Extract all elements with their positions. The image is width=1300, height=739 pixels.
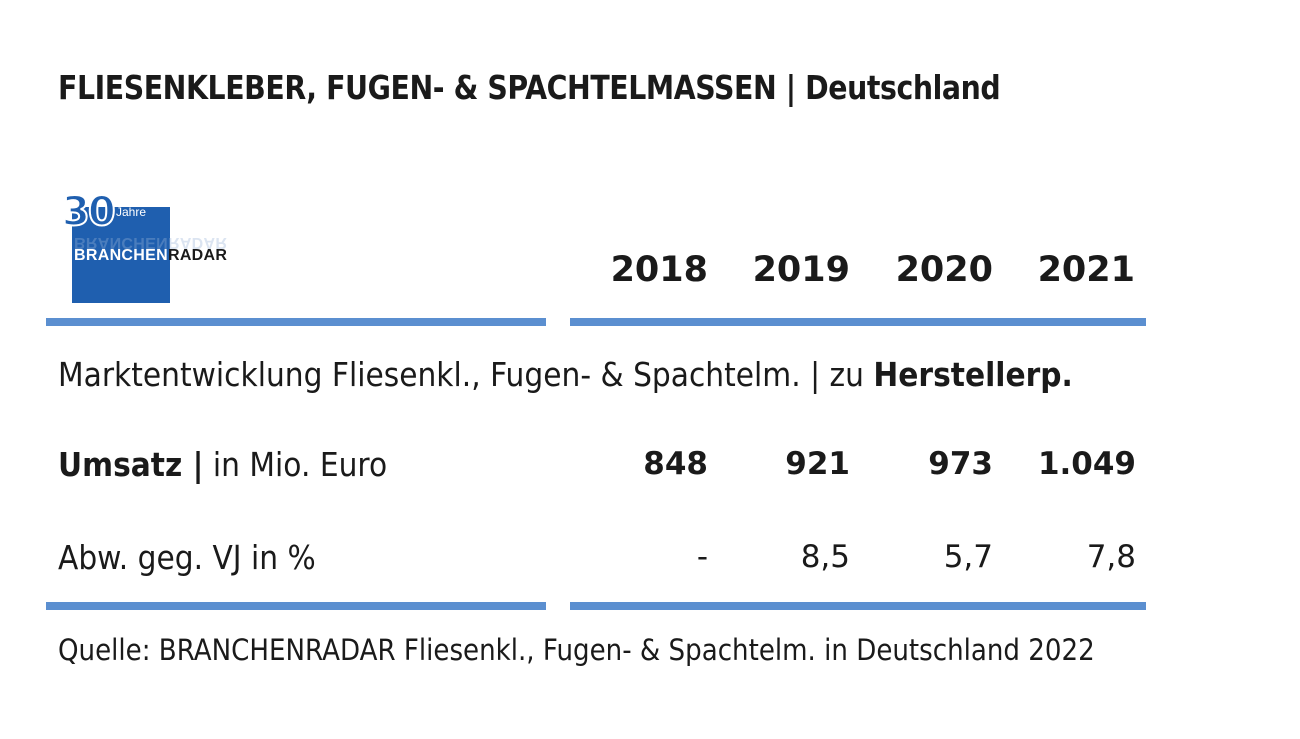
logo-word-part1: BRANCHEN: [74, 247, 168, 264]
source-note: Quelle: BRANCHENRADAR Fliesenkl., Fugen-…: [58, 633, 1095, 667]
umsatz-2018: 848: [643, 446, 708, 482]
header-rule-left: [46, 318, 546, 326]
header-rule-right: [570, 318, 1146, 326]
umsatz-2020: 973: [928, 446, 993, 482]
title-separator: |: [785, 68, 796, 107]
logo-box: [72, 207, 170, 303]
row-label-umsatz-bold: Umsatz |: [58, 445, 204, 484]
logo-wordmark: BRANCHENRADAR: [74, 247, 227, 265]
section-label: Marktentwicklung Fliesenkl., Fugen- & Sp…: [58, 355, 1073, 394]
abweichung-2020: 5,7: [943, 539, 993, 575]
umsatz-2019: 921: [785, 446, 850, 482]
section-label-bold: Herstellerp.: [873, 355, 1073, 394]
footer-rule-right: [570, 602, 1146, 610]
row-label-umsatz: Umsatz | in Mio. Euro: [58, 445, 387, 484]
abweichung-2018: -: [696, 539, 708, 575]
umsatz-2021: 1.049: [1037, 446, 1136, 482]
abweichung-2019: 8,5: [800, 539, 850, 575]
logo-word-part2: RADAR: [167, 247, 228, 264]
row-label-abweichung: Abw. geg. VJ in %: [58, 538, 316, 577]
logo-number: 30: [61, 188, 117, 236]
year-header-2021: 2021: [1037, 250, 1135, 290]
abweichung-2021: 7,8: [1086, 539, 1136, 575]
year-header-2020: 2020: [895, 250, 993, 290]
logo-jahre: Jahre: [116, 205, 147, 219]
row-label-umsatz-unit: in Mio. Euro: [203, 445, 388, 484]
page-title: FLIESENKLEBER, FUGEN- & SPACHTELMASSEN |…: [58, 68, 1001, 107]
year-header-2018: 2018: [610, 250, 708, 290]
footer-rule-left: [46, 602, 546, 610]
title-main: FLIESENKLEBER, FUGEN- & SPACHTELMASSEN: [58, 68, 777, 107]
branchenradar-logo: 30 Jahre BRANCHENRADAR BRANCHENRADAR: [61, 188, 237, 305]
title-region: Deutschland: [805, 68, 1001, 107]
year-header-2019: 2019: [752, 250, 850, 290]
